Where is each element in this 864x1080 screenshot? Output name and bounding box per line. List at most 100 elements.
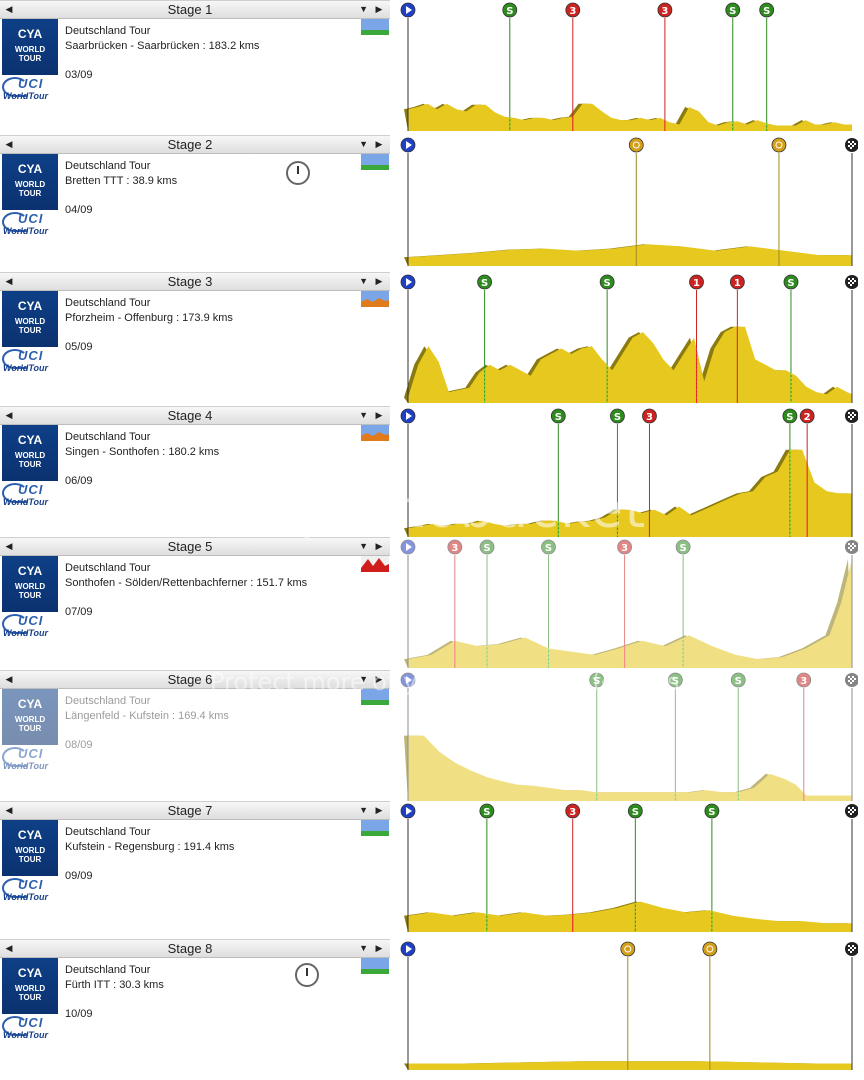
time-marker-icon[interactable] <box>771 137 787 153</box>
stage-dropdown-icon[interactable]: ▼ <box>359 805 368 815</box>
prev-stage-arrow-icon[interactable]: ◀ <box>5 943 13 953</box>
next-stage-arrow-icon[interactable]: ▶ <box>375 674 383 684</box>
finish-marker-icon[interactable] <box>845 673 858 687</box>
stage-dropdown-icon[interactable]: ▼ <box>359 674 368 684</box>
stage-title: Stage 5 <box>167 539 213 554</box>
hilly-terrain-icon <box>361 425 389 441</box>
stage-title: Stage 2 <box>167 137 213 152</box>
sprint-marker-icon[interactable]: S <box>589 672 605 688</box>
sprint-marker-icon[interactable]: S <box>730 672 746 688</box>
team-logo: CYA WORLD TOUR UCI WorldTour <box>2 820 58 906</box>
sprint-marker-icon[interactable]: S <box>675 539 691 555</box>
start-marker-icon[interactable] <box>400 803 416 819</box>
start-marker-icon[interactable] <box>400 672 416 688</box>
time-marker-icon[interactable] <box>628 137 644 153</box>
climb-marker-icon[interactable]: 3 <box>642 408 657 424</box>
stage-dropdown-icon[interactable]: ▼ <box>359 410 368 420</box>
flat-terrain-icon <box>361 19 389 35</box>
tour-name: Deutschland Tour <box>65 297 151 309</box>
prev-stage-arrow-icon[interactable]: ◀ <box>5 410 13 420</box>
stage-panel: ◀ Stage 8 ▼ ▶ CYA WORLD TOUR UCI WorldTou… <box>0 939 864 1072</box>
prev-stage-arrow-icon[interactable]: ◀ <box>5 276 13 286</box>
tour-name: Deutschland Tour <box>65 160 151 172</box>
uci-text: UCI <box>18 482 44 497</box>
sprint-marker-icon[interactable]: S <box>479 539 495 555</box>
stage-route: Singen - Sonthofen : 180.2 kms <box>65 446 220 458</box>
sprint-marker-icon[interactable]: S <box>759 2 775 18</box>
logo-world-text: WORLD <box>14 451 46 460</box>
worldtour-text: WorldTour <box>3 497 48 507</box>
next-stage-arrow-icon[interactable]: ▶ <box>375 805 383 815</box>
sprint-marker-icon[interactable]: S <box>541 539 556 555</box>
sprint-marker-icon[interactable]: S <box>627 803 643 819</box>
time-marker-icon[interactable] <box>620 941 636 957</box>
sprint-marker-icon[interactable]: S <box>704 803 720 819</box>
next-stage-arrow-icon[interactable]: ▶ <box>375 276 383 286</box>
finish-marker-icon[interactable] <box>845 138 858 152</box>
elevation-profile <box>408 103 852 131</box>
sprint-marker-icon[interactable]: S <box>502 2 518 18</box>
start-marker-icon[interactable] <box>400 408 416 424</box>
start-marker-icon[interactable] <box>400 2 416 18</box>
stage-dropdown-icon[interactable]: ▼ <box>359 139 368 149</box>
next-stage-arrow-icon[interactable]: ▶ <box>375 4 383 14</box>
next-stage-arrow-icon[interactable]: ▶ <box>375 943 383 953</box>
sprint-marker-icon[interactable]: S <box>479 803 495 819</box>
climb-marker-icon[interactable]: 3 <box>565 2 581 18</box>
stage-dropdown-icon[interactable]: ▼ <box>359 541 368 551</box>
finish-marker-icon[interactable] <box>845 540 858 554</box>
logo-tour-text: TOUR <box>18 724 42 733</box>
finish-marker-icon[interactable] <box>845 942 858 956</box>
sprint-marker-icon[interactable]: S <box>610 408 625 424</box>
climb-marker-icon[interactable]: 1 <box>729 274 745 290</box>
finish-marker-icon[interactable] <box>845 409 858 423</box>
sprint-marker-icon[interactable]: S <box>477 274 492 290</box>
stage-dropdown-icon[interactable]: ▼ <box>359 4 368 14</box>
uci-text: UCI <box>18 746 44 761</box>
stage-profile-chart <box>400 941 858 1070</box>
prev-stage-arrow-icon[interactable]: ◀ <box>5 805 13 815</box>
stage-dropdown-icon[interactable]: ▼ <box>359 943 368 953</box>
sprint-marker-icon[interactable]: S <box>725 2 741 18</box>
start-marker-icon[interactable] <box>400 137 416 153</box>
start-marker-icon[interactable] <box>400 539 416 555</box>
marker-label: S <box>735 676 742 687</box>
start-marker-icon[interactable] <box>400 274 416 290</box>
stage-panel: ◀ Stage 2 ▼ ▶ CYA WORLD TOUR UCI WorldTou… <box>0 135 864 268</box>
prev-stage-arrow-icon[interactable]: ◀ <box>5 541 13 551</box>
next-stage-arrow-icon[interactable]: ▶ <box>375 410 383 420</box>
next-stage-arrow-icon[interactable]: ▶ <box>375 139 383 149</box>
climb-marker-icon[interactable]: 1 <box>689 274 704 290</box>
sprint-marker-icon[interactable]: S <box>667 672 683 688</box>
worldtour-text: WorldTour <box>3 628 48 638</box>
prev-stage-arrow-icon[interactable]: ◀ <box>5 4 13 14</box>
climb-marker-icon[interactable]: 3 <box>796 672 812 688</box>
climb-marker-icon[interactable]: 3 <box>447 539 463 555</box>
start-marker-icon[interactable] <box>400 941 416 957</box>
prev-stage-arrow-icon[interactable]: ◀ <box>5 139 13 149</box>
sprint-marker-icon[interactable]: S <box>599 274 615 290</box>
finish-marker-icon[interactable] <box>845 275 858 289</box>
climb-marker-icon[interactable]: 3 <box>565 803 581 819</box>
time-marker-icon[interactable] <box>702 941 718 957</box>
sprint-marker-icon[interactable]: S <box>550 408 566 424</box>
sprint-marker-icon[interactable]: S <box>783 274 799 290</box>
stage-title: Stage 7 <box>167 803 213 818</box>
sprint-marker-icon[interactable]: S <box>782 408 798 424</box>
stage-dropdown-icon[interactable]: ▼ <box>359 276 368 286</box>
finish-marker-icon[interactable] <box>845 804 858 818</box>
climb-marker-icon[interactable]: 3 <box>657 2 673 18</box>
uci-logo: UCI WorldTour <box>2 75 58 105</box>
elevation-profile <box>408 244 852 266</box>
stage-info: Deutschland Tour Saarbrücken - Saarbrück… <box>65 24 259 83</box>
logo-world-text: WORLD <box>14 582 46 591</box>
climb-marker-icon[interactable]: 3 <box>617 539 632 555</box>
next-stage-arrow-icon[interactable]: ▶ <box>375 541 383 551</box>
stage-title: Stage 4 <box>167 408 213 423</box>
elevation-profile <box>408 449 852 537</box>
prev-stage-arrow-icon[interactable]: ◀ <box>5 674 13 684</box>
climb-marker-icon[interactable]: 2 <box>799 408 815 424</box>
marker-label: S <box>672 676 679 687</box>
stage-date: 06/09 <box>65 475 93 487</box>
